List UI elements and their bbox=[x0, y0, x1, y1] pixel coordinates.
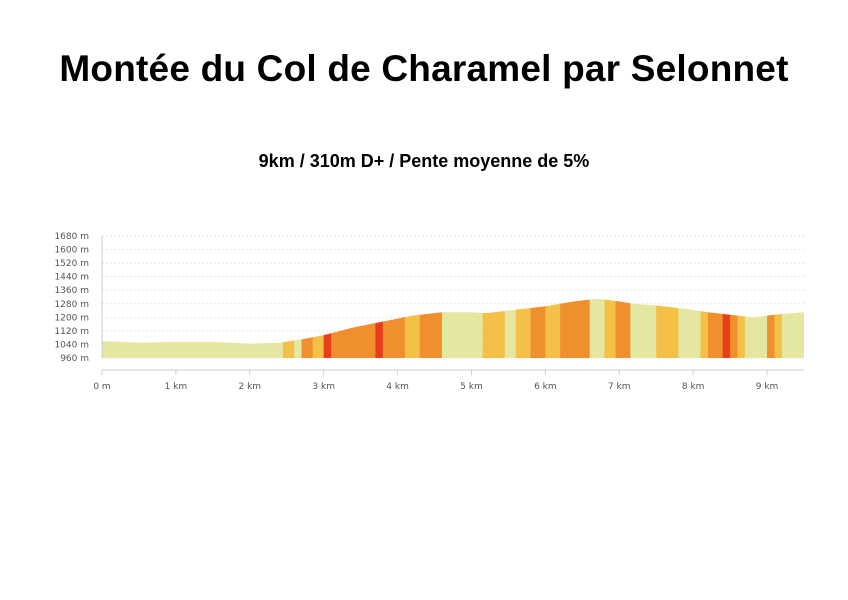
gradient-segment-low bbox=[515, 298, 531, 358]
x-tick-label: 8 km bbox=[682, 382, 705, 392]
gradient-segment-low bbox=[545, 298, 561, 358]
gradient-segment-low bbox=[604, 298, 616, 358]
y-tick-label: 1440 m bbox=[54, 273, 89, 283]
gradient-segment-flat bbox=[441, 298, 483, 358]
x-tick-labels: 0 m 1 km 2 km 3 km 4 km 5 km 6 km 7 km 8 km 9 km bbox=[93, 382, 778, 392]
x-tick-label: 1 km bbox=[165, 382, 188, 392]
x-tick-label: 2 km bbox=[239, 382, 262, 392]
gradient-segment-low bbox=[774, 298, 783, 358]
y-tick-label: 1280 m bbox=[54, 300, 89, 310]
gradient-segment-low bbox=[283, 298, 295, 358]
x-tick-label: 4 km bbox=[386, 382, 409, 392]
gradient-segment-very-steep bbox=[375, 298, 384, 358]
y-tick-label: 1040 m bbox=[54, 340, 89, 350]
gradient-segment-low bbox=[656, 298, 679, 358]
page-subtitle: 9km / 310m D+ / Pente moyenne de 5% bbox=[258, 151, 590, 171]
gradient-segment-flat bbox=[589, 298, 605, 358]
y-tick-label: 1680 m bbox=[54, 232, 89, 242]
y-tick-label: 1200 m bbox=[54, 313, 89, 323]
gradient-segment-low bbox=[404, 298, 421, 358]
gradient-segment-medium bbox=[382, 298, 406, 358]
gradient-segment-medium bbox=[419, 298, 443, 358]
x-tick-label: 5 km bbox=[460, 382, 483, 392]
x-tick-label: 0 m bbox=[93, 382, 110, 392]
y-tick-label: 960 m bbox=[60, 354, 89, 364]
y-tick-label: 1600 m bbox=[54, 246, 89, 256]
gradient-segment-medium bbox=[707, 298, 724, 358]
gradient-segment-flat bbox=[102, 298, 284, 358]
y-tick-labels: 1680 m 1600 m 1520 m 1440 m 1360 m 1280 m 1200… bbox=[54, 232, 89, 364]
gradient-segment-flat bbox=[504, 298, 517, 358]
gradient-segment-medium bbox=[530, 298, 546, 358]
gradient-segment-flat bbox=[678, 298, 701, 358]
gradient-segment-low bbox=[737, 298, 746, 358]
gradient-segment-flat bbox=[294, 298, 302, 358]
gradient-segment-very-steep bbox=[323, 298, 332, 358]
gradient-segment-medium bbox=[767, 298, 775, 358]
gradient-segment-medium bbox=[301, 298, 313, 358]
x-tick-label: 6 km bbox=[534, 382, 557, 392]
gradient-segment-medium bbox=[615, 298, 631, 358]
gradient-segment-low bbox=[312, 298, 325, 358]
y-tick-label: 1520 m bbox=[54, 259, 89, 269]
gradient-segment-flat bbox=[781, 298, 804, 358]
gradient-segment-medium bbox=[730, 298, 738, 358]
gradient-segment-low bbox=[700, 298, 709, 358]
gradient-segment-medium bbox=[331, 298, 376, 358]
gradient-segment-flat bbox=[630, 298, 657, 358]
gradient-segments bbox=[102, 298, 804, 358]
x-tick-label: 9 km bbox=[756, 382, 779, 392]
x-tick-label: 7 km bbox=[608, 382, 631, 392]
axes bbox=[101, 236, 804, 375]
gradient-segment-medium bbox=[560, 298, 591, 358]
y-tick-label: 1120 m bbox=[54, 327, 89, 337]
gradient-segment-very-steep bbox=[722, 298, 731, 358]
page-title: Montée du Col de Charamel par Selonnet bbox=[59, 48, 789, 89]
x-tick-label: 3 km bbox=[312, 382, 335, 392]
y-tick-label: 1360 m bbox=[54, 286, 89, 296]
gradient-segment-low bbox=[482, 298, 506, 358]
gradient-segment-flat bbox=[744, 298, 768, 358]
